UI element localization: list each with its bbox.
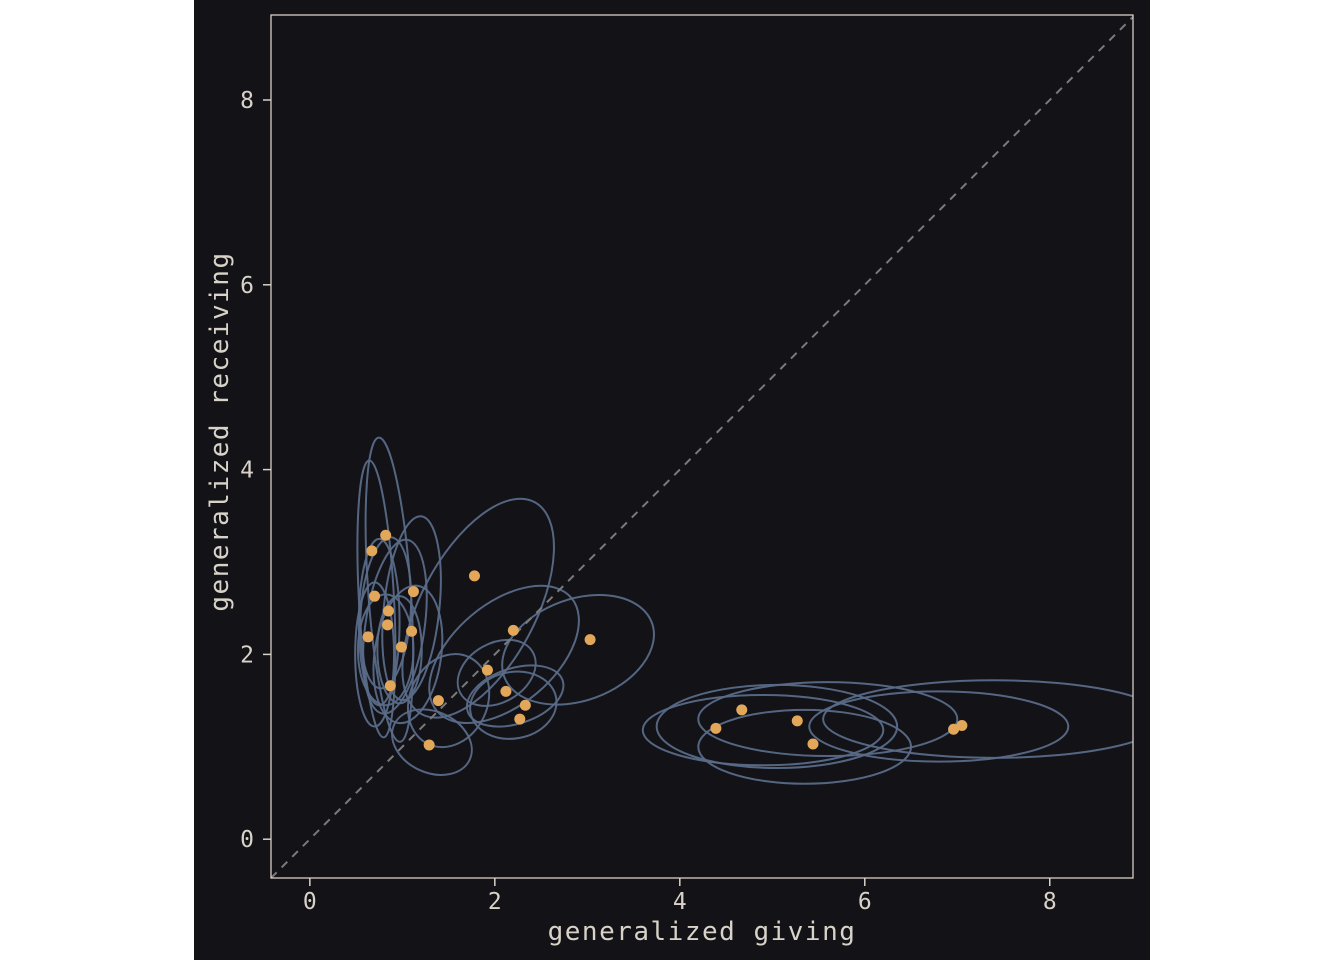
y-axis-title: generalized receiving (205, 251, 235, 611)
uncertainty-ellipse (391, 708, 473, 776)
uncertainty-ellipse (359, 536, 413, 690)
y-tick-label: 2 (240, 642, 254, 668)
data-point (584, 634, 596, 646)
data-point (736, 704, 748, 716)
uncertainty-ellipse (356, 593, 415, 707)
data-point (791, 715, 803, 727)
uncertainty-ellipse (469, 670, 558, 740)
chart-background (194, 0, 1150, 960)
chart-svg: 0 2 4 6 8 0 2 4 6 8 generalized giving generalize… (194, 0, 1150, 960)
plot-panel-border (270, 14, 1134, 879)
x-tick-label: 0 (303, 889, 317, 915)
data-point (468, 570, 480, 582)
uncertainty-ellipse (501, 593, 655, 706)
data-point (362, 631, 374, 643)
data-point (500, 685, 512, 697)
uncertainty-ellipse (376, 595, 423, 705)
data-point (382, 619, 394, 631)
uncertainty-ellipse (362, 538, 428, 715)
y-tick-label: 6 (240, 273, 254, 299)
data-point (382, 605, 394, 617)
x-tick-label: 2 (488, 889, 502, 915)
data-point (406, 625, 418, 637)
x-axis-title: generalized giving (548, 917, 857, 947)
data-point (395, 641, 407, 653)
uncertainty-ellipse (641, 694, 885, 767)
uncertainty-ellipse (808, 690, 1070, 763)
data-point (948, 723, 960, 735)
uncertainty-ellipse (354, 581, 396, 728)
data-point (423, 739, 435, 751)
data-point (507, 624, 519, 636)
y-tick-label: 8 (240, 88, 254, 114)
data-point (432, 695, 444, 707)
data-point (807, 738, 819, 750)
data-point (519, 699, 531, 711)
uncertainty-ellipse (456, 638, 537, 707)
data-point (710, 722, 722, 734)
uncertainty-ellipse (697, 681, 959, 758)
data-point (366, 545, 378, 557)
uncertainty-ellipse (697, 708, 913, 785)
data-point (384, 680, 396, 692)
uncertainty-ellipse (401, 497, 555, 719)
y-tick-label: 4 (240, 458, 254, 484)
y-tick-label: 0 (240, 827, 254, 853)
chart-figure: 0 2 4 6 8 0 2 4 6 8 generalized giving generalize… (194, 0, 1150, 960)
data-point (380, 529, 392, 541)
data-point (956, 720, 968, 732)
uncertainty-ellipse (372, 584, 444, 725)
data-point (407, 586, 419, 598)
axis-ticks: 0 2 4 6 8 0 2 4 6 8 (240, 88, 1057, 915)
data-point (481, 664, 493, 676)
data-point (514, 713, 526, 725)
point-layer (362, 529, 968, 751)
data-point (369, 590, 381, 602)
x-tick-label: 4 (673, 889, 687, 915)
x-tick-label: 6 (858, 889, 872, 915)
x-tick-label: 8 (1043, 889, 1057, 915)
